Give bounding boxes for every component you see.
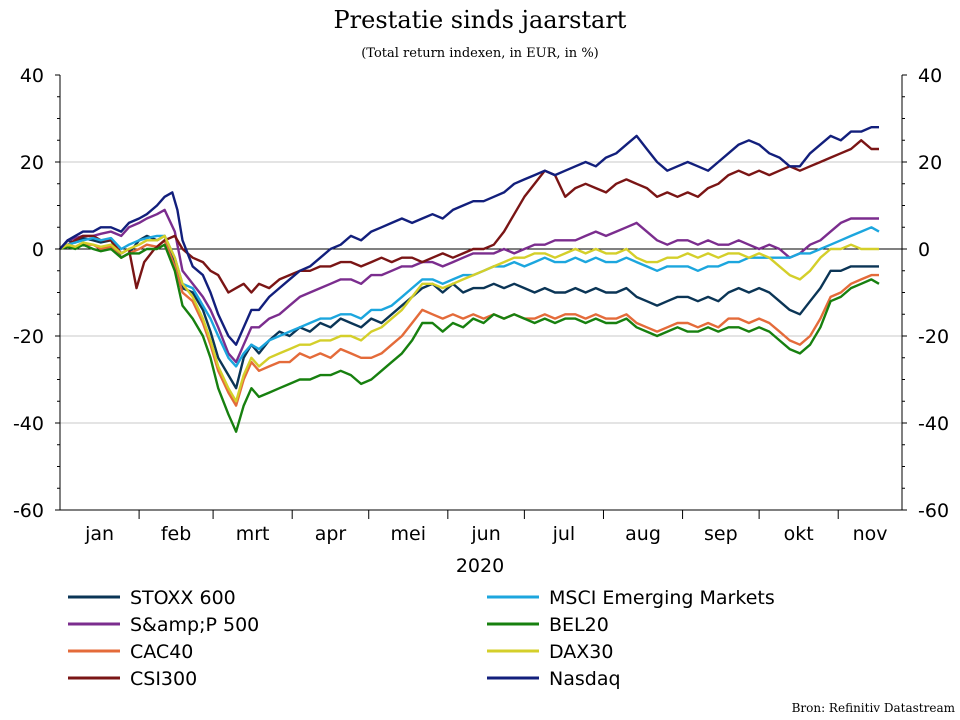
y-tick-label-left: -60 (13, 500, 44, 522)
month-label: feb (161, 523, 191, 545)
y-tick-label-left: -20 (13, 326, 44, 348)
month-label: okt (784, 523, 814, 545)
legend-label: S&amp;P 500 (130, 614, 259, 636)
month-labels: jan feb mrt apr mei jun jul aug sep okt nov (84, 523, 888, 545)
legend-label: CSI300 (130, 668, 197, 690)
series-line-s-amp-p-500 (59, 208, 879, 364)
y-tick-label-left: -40 (13, 413, 44, 435)
y-tick-label-right: 0 (918, 239, 930, 261)
month-label: jan (84, 523, 114, 545)
source-note: Bron: Refinitiv Datastream (792, 701, 956, 715)
y-tick-label-left: 20 (20, 152, 44, 174)
legend-label: STOXX 600 (130, 587, 236, 609)
month-label: jun (470, 523, 500, 545)
month-label: mei (391, 523, 426, 545)
series-line-nasdaq (59, 126, 879, 346)
legend-label: Nasdaq (549, 668, 621, 690)
legend-label: DAX30 (549, 641, 614, 663)
chart-title: Prestatie sinds jaarstart (334, 6, 627, 34)
y-tick-label-right: -20 (918, 326, 949, 348)
legend-label: MSCI Emerging Markets (549, 587, 775, 609)
month-label: nov (853, 523, 888, 545)
legend: STOXX 600 S&amp;P 500 CAC40 CSI300 MSCI Emer… (68, 587, 775, 690)
month-label: aug (625, 523, 661, 545)
x-axis-label: 2020 (456, 555, 504, 577)
series-line-dax30 (59, 234, 879, 403)
y-tick-label-right: -40 (918, 413, 949, 435)
y-tick-label-right: 40 (918, 65, 942, 87)
legend-label: BEL20 (549, 614, 609, 636)
legend-label: CAC40 (130, 641, 193, 663)
series-lines (59, 126, 880, 433)
y-tick-label-right: 20 (918, 152, 942, 174)
series-line-bel20 (59, 243, 880, 433)
y-tick-label-left: 40 (20, 65, 44, 87)
month-label: mrt (236, 523, 270, 545)
month-label: sep (704, 523, 738, 545)
chart-subtitle: (Total return indexen, in EUR, in %) (361, 46, 599, 61)
y-tick-label-right: -60 (918, 500, 949, 522)
series-line-csi300 (59, 139, 879, 294)
month-label: apr (315, 523, 347, 545)
y-tick-label-left: 0 (32, 239, 44, 261)
month-label: jul (552, 523, 576, 545)
axes: 40 40 20 20 0 0 -20 -20 -40 -40 -60 -60 (13, 65, 949, 522)
series-line-cac40 (59, 239, 879, 407)
